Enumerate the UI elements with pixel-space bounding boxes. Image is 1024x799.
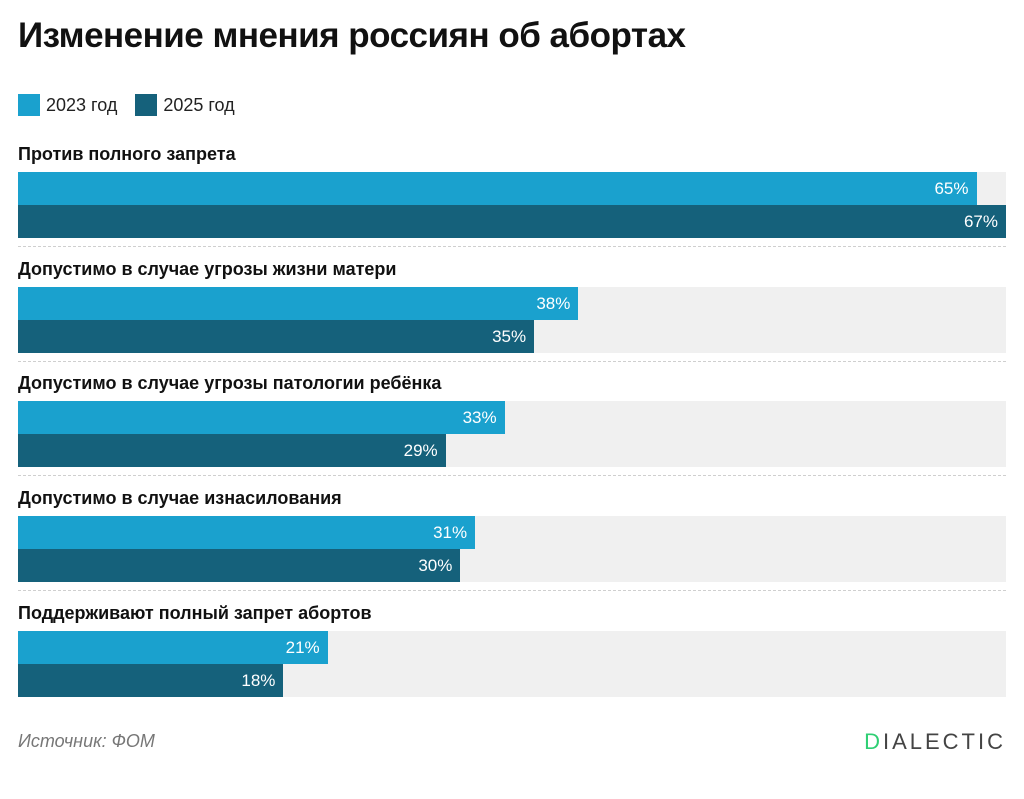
data-label: 21% bbox=[285, 637, 320, 657]
legend-swatch-2025 bbox=[135, 94, 158, 116]
bar-2025: 29% bbox=[18, 434, 446, 468]
bar-2025: 18% bbox=[18, 663, 284, 697]
category-label: Допустимо в случае угрозы жизни матери bbox=[18, 258, 397, 279]
category-label: Допустимо в случае угрозы патологии ребё… bbox=[18, 373, 442, 394]
source-note: Источник: ФОМ bbox=[18, 731, 155, 751]
category-label: Допустимо в случае изнасилования bbox=[18, 488, 342, 509]
category-label: Против полного запрета bbox=[18, 144, 236, 164]
legend-item-2025: 2025 год bbox=[135, 94, 235, 116]
data-label: 31% bbox=[433, 523, 468, 543]
data-label: 67% bbox=[963, 212, 998, 231]
bar-2023: 33% bbox=[18, 401, 505, 435]
chart-title: Изменение мнения россиян об абортах bbox=[18, 16, 686, 55]
data-label: 18% bbox=[241, 670, 276, 690]
data-label: 65% bbox=[934, 179, 969, 198]
data-label: 29% bbox=[403, 441, 438, 461]
group-divider bbox=[18, 475, 1006, 477]
legend-label-2025: 2025 год bbox=[163, 94, 235, 115]
bar-2025: 35% bbox=[18, 319, 535, 353]
bar-2023: 65% bbox=[18, 172, 977, 205]
dialectic-logo: DIALECTIC bbox=[864, 729, 1006, 754]
group-divider bbox=[18, 246, 1006, 247]
bar-2025: 67% bbox=[18, 205, 1006, 238]
data-label: 30% bbox=[418, 556, 453, 576]
bar-2025: 30% bbox=[18, 549, 461, 583]
legend-item-2023: 2023 год bbox=[18, 94, 117, 116]
bar-2023: 21% bbox=[18, 630, 328, 664]
data-label: 33% bbox=[462, 408, 497, 428]
bar-2023: 38% bbox=[18, 286, 579, 320]
legend: 2023 год 2025 год bbox=[18, 94, 253, 116]
data-label: 35% bbox=[492, 326, 527, 346]
category-label: Поддерживают полный запрет абортов bbox=[18, 602, 372, 623]
legend-label-2023: 2023 год bbox=[46, 94, 118, 115]
data-label: 38% bbox=[536, 293, 571, 313]
legend-swatch-2023 bbox=[18, 94, 40, 116]
group-divider bbox=[18, 360, 1006, 362]
group-divider bbox=[18, 590, 1006, 592]
bar-2023: 31% bbox=[18, 516, 476, 550]
